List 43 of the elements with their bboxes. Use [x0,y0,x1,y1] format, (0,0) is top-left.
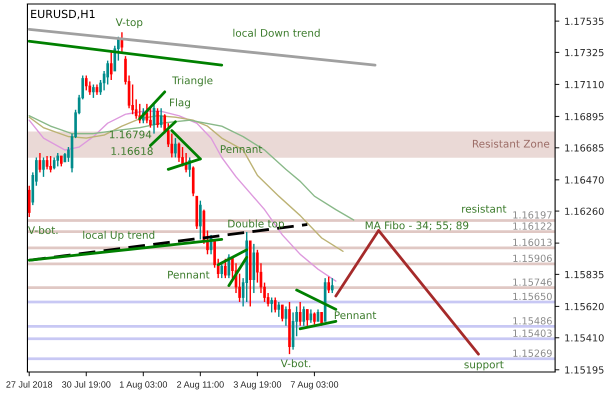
annotation: Flag [170,98,190,108]
band-label: Resistant Zone [472,140,550,148]
x-tick-label: 30 Jul 19:00 [62,381,111,388]
x-tick-label: 3 Aug 19:00 [234,381,282,390]
annotation: Double top [228,219,284,230]
annotation: MA Fibo - 34; 55; 89 [366,221,468,230]
ref-line-label: 1.16122 [513,222,552,230]
annotation: Pennant [168,270,210,279]
ref-line-label: 1.15403 [513,330,552,337]
ref-line-label: 1.15486 [513,317,552,325]
annotation: V-bot. [280,359,310,368]
y-tick-label: 1.16470 [565,176,604,184]
y-tick-label: 1.15410 [565,334,604,342]
annotation: support [464,360,504,370]
chart-title: EURUSD,H1 [31,10,95,20]
annotation: V-top [116,18,142,28]
y-tick-label: 1.17325 [565,48,604,56]
y-tick-label: 1.15835 [565,270,604,278]
ref-line-label: 1.16013 [513,238,552,246]
annotation: Pennant [334,311,376,320]
y-tick-label: 1.16260 [565,208,604,215]
annotation: 1.16618 [112,147,153,155]
annotation: 1.16794 [110,130,152,138]
x-tick-label: 27 Jul 2018 [6,381,52,388]
y-tick-label: 1.15620 [565,302,604,310]
ref-line-label: 1.15269 [513,350,552,357]
y-tick-label: 1.16895 [565,112,604,120]
y-tick-label: 1.17110 [565,80,604,88]
x-tick-label: 1 Aug 03:00 [120,381,168,390]
annotation: local Down trend [233,28,320,37]
annotation: V-bot. [28,226,58,234]
ref-line-label: 1.15746 [513,278,552,286]
annotation: Triangle [172,76,212,86]
y-tick-label: 1.17535 [565,18,604,25]
ref-line-label: 1.16197 [513,211,552,219]
ref-line-label: 1.15906 [513,254,552,262]
x-tick-label: 7 Aug 03:00 [290,381,338,390]
ref-line-label: 1.15650 [513,292,552,300]
annotation: local Up trend [83,230,154,241]
x-tick-label: 2 Aug 11:00 [177,381,224,390]
y-tick-label: 1.16685 [565,144,604,152]
annotation: resistant [462,204,506,213]
y-tick-label: 1.15195 [565,366,604,374]
